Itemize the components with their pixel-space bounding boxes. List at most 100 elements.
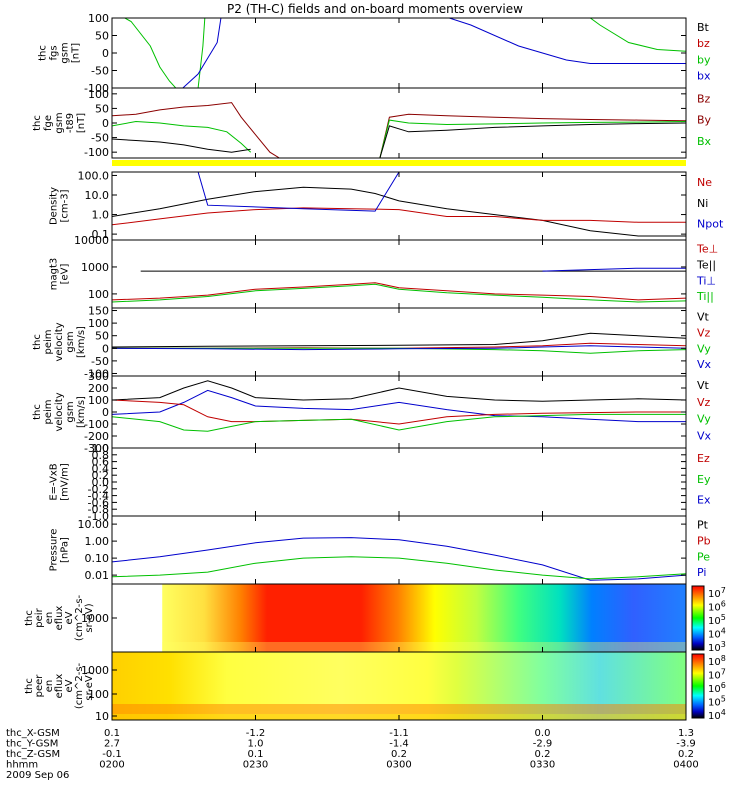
x-axis-row-label: thc_X-GSM bbox=[6, 728, 60, 739]
y-tick-label: 100 bbox=[88, 288, 109, 301]
series-Npot-line bbox=[197, 172, 400, 212]
series-by-line bbox=[123, 18, 206, 88]
colorbar-label: 104 bbox=[708, 627, 726, 641]
panel-temp: 10000 1000 100 magt3 [eV] Te⊥ Te|| Ti⊥ Ti|| bbox=[49, 234, 718, 309]
x-tick-value: -1.2 bbox=[246, 728, 266, 739]
y-axis-label: [km/s] bbox=[76, 326, 87, 358]
panel-frame bbox=[111, 17, 687, 89]
colorbar bbox=[691, 585, 705, 651]
panel-frame bbox=[111, 307, 687, 377]
y-axis-label: [nT] bbox=[76, 113, 87, 133]
colorbar bbox=[691, 653, 705, 719]
colorbar-label: 106 bbox=[708, 681, 726, 695]
y-tick-label: 0 bbox=[102, 406, 109, 419]
y-tick-label: -0.6 bbox=[88, 496, 109, 509]
y-axis-label: gsm bbox=[60, 42, 71, 63]
panel-frame bbox=[111, 447, 687, 517]
legend-entry: Vt bbox=[697, 311, 710, 324]
y-tick-label: 0.8 bbox=[92, 449, 110, 462]
series-Pi-line bbox=[112, 537, 686, 581]
y-axis-label: peer bbox=[34, 674, 45, 698]
y-tick-label: 100 bbox=[88, 394, 109, 407]
y-axis-label: thc bbox=[38, 45, 49, 61]
x-tick-value: 0230 bbox=[243, 760, 268, 771]
y-tick-label: 150 bbox=[88, 305, 109, 318]
y-axis-label: [km/s] bbox=[76, 396, 87, 428]
y-tick-label: 10 bbox=[95, 710, 109, 723]
y-tick-label: 100 bbox=[88, 88, 109, 101]
series-Ti||-line bbox=[112, 283, 686, 303]
y-tick-label: -100 bbox=[84, 146, 109, 159]
series-Vz-line bbox=[112, 399, 686, 425]
x-tick-value: 0.1 bbox=[248, 749, 264, 760]
colorbar-label: 107 bbox=[708, 586, 726, 600]
y-tick-label: 10.00 bbox=[78, 518, 110, 531]
y-tick-label: 0.1 bbox=[92, 228, 110, 241]
legend-entry: Bx bbox=[697, 135, 712, 148]
y-tick-label: -100 bbox=[84, 82, 109, 95]
legend-entry: Npot bbox=[697, 217, 724, 230]
legend-entry: Ez bbox=[697, 452, 710, 465]
y-tick-label: 50 bbox=[95, 30, 109, 43]
y-tick-label: 100 bbox=[88, 12, 109, 25]
x-tick-value: 2.7 bbox=[104, 739, 120, 750]
y-tick-label: 1.00 bbox=[85, 535, 110, 548]
panel-frame bbox=[111, 239, 687, 309]
legend-entry: Ne bbox=[697, 176, 712, 189]
y-axis-label: gsm bbox=[54, 112, 65, 133]
series-Vx-line bbox=[112, 389, 686, 423]
y-tick-label: -300 bbox=[84, 442, 109, 455]
colorbar-label: 107 bbox=[708, 668, 726, 682]
y-axis-label: eflux bbox=[54, 674, 65, 699]
x-tick-value: 1.0 bbox=[248, 739, 264, 750]
y-axis-label: [nPa] bbox=[60, 537, 71, 563]
y-axis-label: thc bbox=[24, 610, 35, 626]
y-tick-label: -50 bbox=[91, 132, 109, 145]
y-tick-label: -0.2 bbox=[88, 483, 109, 496]
y-axis-label: eV bbox=[64, 679, 75, 692]
legend-entry: Ex bbox=[697, 493, 711, 506]
series-Pe-line bbox=[112, 556, 686, 580]
series-Ti⊥-line bbox=[542, 267, 686, 272]
y-tick-label: -200 bbox=[84, 430, 109, 443]
y-axis-label: Pressure bbox=[49, 529, 60, 572]
x-tick-value: 0200 bbox=[99, 760, 124, 771]
y-axis-label: sr-eV) bbox=[84, 603, 95, 632]
y-axis-label: [nT] bbox=[71, 43, 82, 63]
y-tick-label: 1.0 bbox=[92, 442, 110, 455]
legend-entry: Vz bbox=[697, 327, 711, 340]
flag-bar bbox=[112, 160, 686, 166]
panel-frame bbox=[111, 515, 687, 585]
legend-entry: By bbox=[697, 114, 712, 127]
x-tick-value: 1.3 bbox=[678, 728, 694, 739]
x-tick-value: 0.0 bbox=[535, 728, 551, 739]
y-axis-label: fgs bbox=[49, 45, 60, 60]
spectrogram-band bbox=[162, 642, 687, 652]
y-tick-label: 100.0 bbox=[78, 169, 110, 182]
y-axis-label: eflux bbox=[54, 606, 65, 631]
legend-entry: Vx bbox=[697, 358, 712, 371]
legend-entry: Bt bbox=[697, 21, 710, 34]
y-tick-label: 50 bbox=[95, 330, 109, 343]
y-tick-label: 0.6 bbox=[92, 456, 110, 469]
y-tick-label: 0 bbox=[102, 47, 109, 60]
x-tick-value: 0.2 bbox=[391, 749, 407, 760]
y-axis-label: [mV/m] bbox=[60, 463, 71, 501]
y-axis-label: thc bbox=[32, 404, 43, 420]
y-tick-label: 200 bbox=[88, 382, 109, 395]
y-tick-label: 1000 bbox=[81, 664, 109, 677]
series-bx-line bbox=[182, 18, 222, 88]
legend-entry: Vy bbox=[697, 413, 711, 426]
y-axis-label: Density bbox=[49, 187, 60, 225]
y-tick-label: 0.01 bbox=[85, 569, 110, 582]
y-tick-label: 10000 bbox=[74, 234, 109, 247]
legend-entry: Pt bbox=[697, 519, 709, 532]
x-tick-value: 0300 bbox=[386, 760, 411, 771]
panel-frame bbox=[111, 171, 687, 241]
legend-entry: bx bbox=[697, 70, 711, 83]
x-tick-value: -0.1 bbox=[102, 749, 122, 760]
